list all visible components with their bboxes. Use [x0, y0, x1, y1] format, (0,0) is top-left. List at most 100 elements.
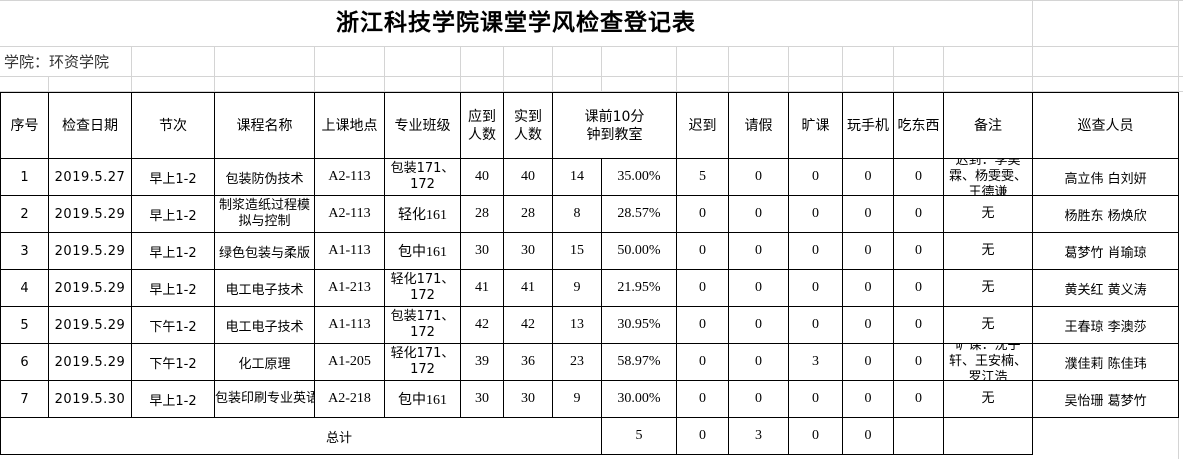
phone-count[interactable]: 0 [842, 343, 895, 381]
absent-count[interactable]: 0 [788, 306, 844, 344]
check-date[interactable]: 2019.5.29 [48, 195, 132, 233]
header-room[interactable]: 上课地点 [314, 92, 385, 159]
absent-count[interactable]: 0 [788, 380, 844, 418]
expected-count[interactable]: 30 [460, 232, 504, 270]
remark[interactable]: 无 [943, 306, 1034, 344]
total-inspectors[interactable] [943, 417, 1034, 455]
remark[interactable]: 旷课：沈子轩、王安楠、罗江浩 [943, 343, 1034, 381]
late-count[interactable]: 5 [676, 158, 730, 196]
inspectors[interactable]: 葛梦竹 肖瑜琼 [1032, 232, 1180, 270]
total-remark[interactable] [893, 417, 945, 455]
inspectors[interactable]: 杨胜东 杨焕欣 [1032, 195, 1180, 233]
course-name[interactable]: 包装防伪技术 [214, 158, 315, 196]
early-percent[interactable]: 50.00% [600, 232, 678, 270]
row-number[interactable]: 4 [0, 269, 49, 307]
actual-count[interactable]: 36 [503, 343, 553, 381]
absent-count[interactable]: 0 [788, 195, 844, 233]
header-remark[interactable]: 备注 [943, 92, 1034, 159]
row-number[interactable]: 7 [0, 380, 49, 418]
class-name[interactable]: 轻化161 [384, 195, 461, 233]
phone-count[interactable]: 0 [842, 158, 895, 196]
room[interactable]: A1-205 [314, 343, 385, 381]
class-name[interactable]: 包装171、172 [384, 158, 461, 196]
expected-count[interactable]: 28 [460, 195, 504, 233]
room[interactable]: A2-113 [314, 195, 385, 233]
early-count[interactable]: 13 [552, 306, 602, 344]
early-percent[interactable]: 28.57% [600, 195, 678, 233]
header-inspectors[interactable]: 巡查人员 [1032, 92, 1180, 159]
period[interactable]: 早上1-2 [131, 232, 215, 270]
total-leave[interactable]: 0 [676, 417, 730, 455]
leave-count[interactable]: 0 [728, 195, 790, 233]
eating-count[interactable]: 0 [893, 306, 945, 344]
header-period[interactable]: 节次 [131, 92, 215, 159]
header-class[interactable]: 专业班级 [384, 92, 461, 159]
inspectors[interactable]: 王春琼 李澳莎 [1032, 306, 1180, 344]
absent-count[interactable]: 0 [788, 232, 844, 270]
absent-count[interactable]: 0 [788, 158, 844, 196]
check-date[interactable]: 2019.5.29 [48, 306, 132, 344]
phone-count[interactable]: 0 [842, 306, 895, 344]
early-percent[interactable]: 58.97% [600, 343, 678, 381]
header-actual[interactable]: 实到人数 [503, 92, 553, 159]
early-count[interactable]: 14 [552, 158, 602, 196]
total-label[interactable]: 总计 [0, 417, 602, 455]
header-expected[interactable]: 应到人数 [460, 92, 504, 159]
check-date[interactable]: 2019.5.29 [48, 343, 132, 381]
remark[interactable]: 无 [943, 269, 1034, 307]
course-name[interactable]: 电工电子技术 [214, 306, 315, 344]
header-course[interactable]: 课程名称 [214, 92, 315, 159]
leave-count[interactable]: 0 [728, 306, 790, 344]
eating-count[interactable]: 0 [893, 343, 945, 381]
check-date[interactable]: 2019.5.29 [48, 232, 132, 270]
row-number[interactable]: 6 [0, 343, 49, 381]
check-date[interactable]: 2019.5.27 [48, 158, 132, 196]
leave-count[interactable]: 0 [728, 232, 790, 270]
period[interactable]: 早上1-2 [131, 269, 215, 307]
header-absent[interactable]: 旷课 [788, 92, 844, 159]
header-phone[interactable]: 玩手机 [842, 92, 895, 159]
period[interactable]: 下午1-2 [131, 343, 215, 381]
expected-count[interactable]: 40 [460, 158, 504, 196]
eating-count[interactable]: 0 [893, 380, 945, 418]
period[interactable]: 早上1-2 [131, 380, 215, 418]
period[interactable]: 早上1-2 [131, 158, 215, 196]
eating-count[interactable]: 0 [893, 232, 945, 270]
check-date[interactable]: 2019.5.29 [48, 269, 132, 307]
leave-count[interactable]: 0 [728, 380, 790, 418]
cell[interactable] [1032, 0, 1179, 47]
phone-count[interactable]: 0 [842, 269, 895, 307]
inspectors[interactable]: 黄关红 黄义涛 [1032, 269, 1180, 307]
header-early[interactable]: 课前10分钟到教室 [551, 92, 678, 159]
room[interactable]: A2-113 [314, 158, 385, 196]
expected-count[interactable]: 30 [460, 380, 504, 418]
early-count[interactable]: 9 [552, 380, 602, 418]
class-name[interactable]: 轻化171、172 [384, 343, 461, 381]
early-percent[interactable]: 30.00% [600, 380, 678, 418]
class-name[interactable]: 轻化171、172 [384, 269, 461, 307]
late-count[interactable]: 0 [676, 232, 730, 270]
leave-count[interactable]: 0 [728, 343, 790, 381]
college-label[interactable]: 学院：环资学院 [4, 53, 110, 71]
total-eat[interactable]: 0 [842, 417, 895, 455]
room[interactable]: A2-218 [314, 380, 385, 418]
course-name[interactable]: 电工电子技术 [214, 269, 315, 307]
period[interactable]: 下午1-2 [131, 306, 215, 344]
expected-count[interactable]: 41 [460, 269, 504, 307]
late-count[interactable]: 0 [676, 306, 730, 344]
course-name[interactable]: 化工原理 [214, 343, 315, 381]
header-date[interactable]: 检查日期 [48, 92, 132, 159]
inspectors[interactable]: 高立伟 白刘妍 [1032, 158, 1180, 196]
room[interactable]: A1-113 [314, 306, 385, 344]
remark[interactable]: 无 [943, 195, 1034, 233]
inspectors[interactable]: 濮佳莉 陈佳玮 [1032, 343, 1180, 381]
room[interactable]: A1-213 [314, 269, 385, 307]
class-name[interactable]: 包中161 [384, 232, 461, 270]
check-date[interactable]: 2019.5.30 [48, 380, 132, 418]
actual-count[interactable]: 28 [503, 195, 553, 233]
actual-count[interactable]: 42 [503, 306, 553, 344]
early-percent[interactable]: 21.95% [600, 269, 678, 307]
row-number[interactable]: 5 [0, 306, 49, 344]
early-count[interactable]: 8 [552, 195, 602, 233]
actual-count[interactable]: 30 [503, 232, 553, 270]
